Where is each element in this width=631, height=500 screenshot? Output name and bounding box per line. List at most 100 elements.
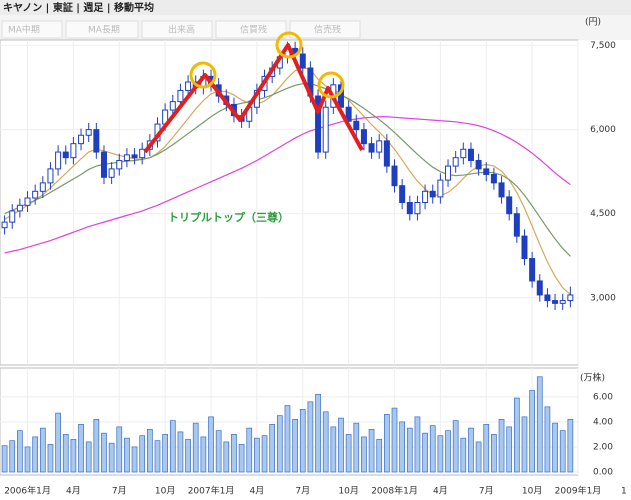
volume-bar (353, 422, 360, 473)
volume-bar (131, 446, 138, 473)
volume-bar (85, 441, 92, 473)
candle-body (529, 258, 536, 282)
button-label[interactable]: 信買残 (240, 24, 267, 36)
candle-body (422, 190, 429, 204)
candle-body (185, 81, 192, 91)
candle-body (399, 185, 406, 203)
annotation: トリプルトップ（三尊） (168, 210, 289, 224)
peak-circle (317, 71, 345, 99)
volume-bar (200, 436, 207, 473)
x-tick-label: 2008年1月 (371, 485, 418, 497)
candle-body (24, 197, 31, 206)
candle-body (467, 148, 474, 161)
volume-bar (475, 441, 482, 473)
volume-bar (315, 393, 321, 473)
volume-bar (139, 435, 146, 473)
volume-bar (559, 430, 566, 473)
button[interactable] (65, 20, 139, 39)
volume-bar (124, 437, 130, 473)
peak-circle (275, 31, 303, 59)
candle-body (521, 235, 528, 260)
volume-bar (506, 426, 513, 473)
price-panel (0, 39, 579, 366)
candle-body (445, 165, 452, 181)
moving-average (4, 116, 571, 254)
candle-body (177, 89, 184, 103)
candle-body (139, 148, 146, 159)
candle-body (116, 159, 123, 170)
candle-body (70, 143, 77, 159)
pattern-line (143, 43, 364, 154)
button-label[interactable]: MA長期 (88, 25, 120, 36)
volume-bar (552, 422, 558, 473)
y-tick-label: 6,000 (590, 125, 616, 135)
button[interactable] (141, 20, 213, 39)
volume-bar (70, 439, 77, 473)
volume-bar (284, 405, 291, 473)
candle-body (475, 159, 482, 170)
x-tick-label: 2009年1月 (555, 485, 602, 497)
candle-body (460, 148, 467, 159)
volume-bar (429, 425, 436, 473)
candle-body (32, 190, 39, 199)
button-label[interactable]: 信売残 (314, 24, 341, 36)
toolbar-buttons: MA中期 MA長期 出来高 信買残 信売残 (1, 20, 361, 39)
header-title: キヤノン | 東証 | 週足 | 移動平均 (3, 1, 154, 14)
candle-body (536, 280, 543, 296)
volume-tick-label: 4.00 (593, 417, 613, 427)
button-label[interactable]: MA中期 (8, 24, 40, 36)
moving-average (4, 83, 571, 257)
candle-body (452, 157, 459, 167)
candle-body (62, 151, 69, 159)
volume-bar (162, 434, 168, 473)
volume-bar (185, 439, 191, 473)
button[interactable] (215, 20, 287, 39)
candle-body (322, 106, 329, 153)
button[interactable] (289, 20, 361, 39)
volume-bar (330, 426, 337, 473)
candle-body (376, 140, 383, 153)
volume-unit: (万株) (580, 372, 605, 384)
volume-bar (47, 444, 54, 473)
button[interactable] (1, 20, 63, 39)
x-tick-label: 10月 (338, 486, 358, 497)
candle-body (345, 106, 352, 122)
x-tick-label: 10月 (155, 486, 175, 497)
volume-bar (445, 430, 451, 473)
volume-bar (32, 436, 39, 473)
volume-bar (101, 432, 107, 473)
volume-bar (215, 430, 222, 473)
volume-bar (17, 430, 23, 473)
candle-body (39, 182, 46, 192)
volume-bar (384, 414, 390, 473)
volume-bar (1, 445, 8, 473)
volume-bar (460, 437, 467, 473)
volume-bar (452, 420, 459, 473)
candle-body (1, 221, 8, 229)
volume-bar (544, 406, 551, 473)
volume-bar (154, 440, 161, 473)
volume-bar (276, 415, 283, 473)
candle-body (483, 168, 490, 175)
y-tick-label: 3,000 (590, 293, 616, 303)
volume-bar (391, 407, 398, 473)
candle-body (55, 151, 62, 170)
volume-bar (521, 416, 528, 473)
volume-bar (39, 427, 46, 473)
volume-bar (406, 427, 413, 473)
candle-body (544, 294, 551, 302)
volume-bar (231, 434, 237, 473)
candle-body (567, 294, 574, 302)
candle-body (9, 210, 16, 223)
candle-body (85, 129, 92, 136)
volume-bar (93, 419, 100, 473)
volume-bar (307, 401, 314, 473)
volume-bar (498, 419, 505, 473)
x-tick-label: 1 (621, 487, 627, 497)
x-tick-label: 4月 (433, 486, 448, 497)
volume-bar (529, 390, 535, 473)
volume-bar (9, 440, 16, 473)
button-label[interactable]: 出来高 (168, 24, 195, 36)
volume-bar (345, 434, 352, 473)
volume-bar (238, 444, 245, 473)
